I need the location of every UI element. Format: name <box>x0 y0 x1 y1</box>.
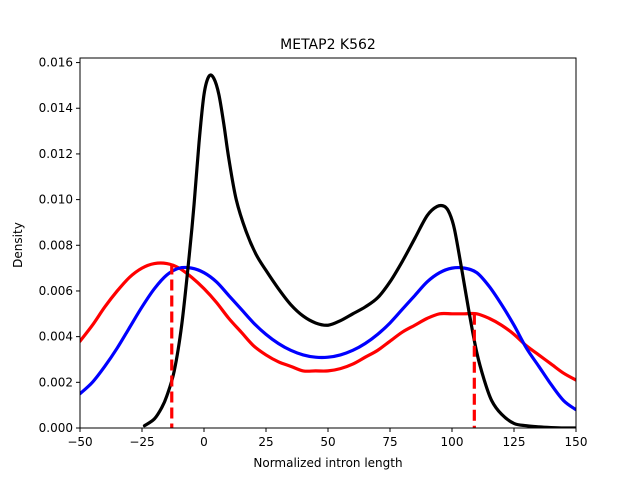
x-tick-label: −25 <box>129 435 154 449</box>
plot-area <box>80 73 576 428</box>
x-tick-label: −50 <box>67 435 92 449</box>
y-tick-label: 0.010 <box>39 193 73 207</box>
y-tick-label: 0.016 <box>39 56 73 70</box>
x-tick-label: 75 <box>382 435 397 449</box>
chart-title: METAP2 K562 <box>280 37 376 53</box>
y-tick-label: 0.012 <box>39 147 73 161</box>
x-tick-label: 100 <box>441 435 464 449</box>
series-line-red <box>80 261 576 382</box>
y-axis-label: Density <box>11 222 25 268</box>
y-tick-label: 0.006 <box>39 284 73 298</box>
axis-ticks: −50 −25 0 25 50 75 100 125 150 0.000 0.002 0.004 0.0… <box>39 56 588 449</box>
x-tick-label: 0 <box>200 435 208 449</box>
x-tick-label: 50 <box>320 435 335 449</box>
x-tick-label: 25 <box>258 435 273 449</box>
y-tick-label: 0.008 <box>39 238 73 252</box>
y-tick-label: 0.000 <box>39 421 73 435</box>
y-tick-label: 0.004 <box>39 330 73 344</box>
x-tick-label: 125 <box>503 435 526 449</box>
y-tick-label: 0.002 <box>39 375 73 389</box>
x-axis-label: Normalized intron length <box>253 456 402 470</box>
series-line-blue <box>80 265 576 412</box>
series-line-black <box>142 73 576 428</box>
x-tick-label: 150 <box>565 435 588 449</box>
y-tick-label: 0.014 <box>39 101 73 115</box>
